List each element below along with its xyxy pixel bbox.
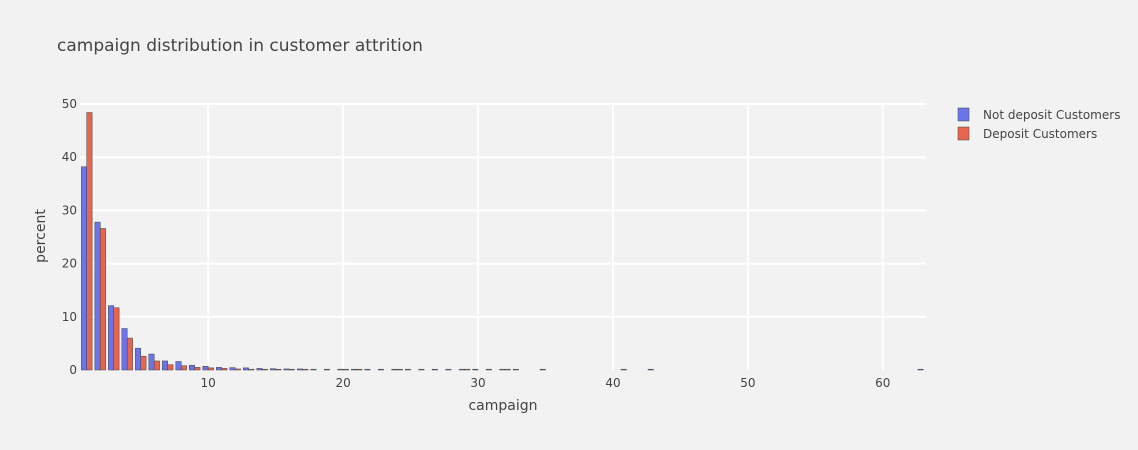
legend[interactable]: Not deposit Customers Deposit Customers [957, 107, 1120, 141]
y-axis-title: percent [33, 209, 49, 263]
bar-not-deposit [296, 368, 303, 371]
bar-not-deposit [121, 328, 128, 371]
x-axis-title: campaign [468, 398, 537, 414]
bar-deposit [180, 365, 187, 371]
bar-not-deposit [539, 368, 546, 371]
bar-deposit [356, 368, 363, 371]
legend-item-not-deposit[interactable]: Not deposit Customers [957, 107, 1120, 122]
bar-deposit [464, 368, 471, 371]
plot-background [80, 104, 926, 370]
bar-deposit [153, 360, 160, 371]
y-tick-label: 30 [62, 203, 77, 217]
bar-not-deposit [256, 368, 263, 371]
bar-deposit [167, 364, 174, 371]
x-tick-label: 40 [605, 376, 620, 390]
bar-deposit [396, 368, 403, 371]
bar-deposit [302, 368, 309, 371]
bar-not-deposit [243, 367, 249, 371]
legend-swatch-deposit [957, 126, 970, 141]
legend-label-not-deposit: Not deposit Customers [983, 108, 1120, 122]
bar-not-deposit [94, 221, 101, 371]
bar-not-deposit [620, 368, 627, 371]
bar-not-deposit [377, 368, 384, 371]
bar-deposit [207, 367, 214, 371]
bar-not-deposit [391, 368, 398, 371]
bar-not-deposit [458, 368, 465, 371]
bar-not-deposit [189, 364, 195, 371]
y-tick-label: 40 [62, 150, 77, 164]
bar-not-deposit [310, 368, 317, 371]
bar-not-deposit [917, 368, 924, 371]
bar-not-deposit [283, 368, 290, 371]
bar-deposit [140, 355, 147, 371]
bar-not-deposit [404, 368, 411, 371]
bars [81, 112, 924, 371]
bar-not-deposit [269, 368, 276, 371]
x-tick-labels: 10 20 30 40 50 60 [201, 376, 891, 390]
bar-deposit [288, 368, 295, 371]
bar-not-deposit [337, 368, 344, 371]
bar-not-deposit [445, 368, 452, 371]
bar-deposit [194, 367, 201, 371]
bar-not-deposit [229, 367, 236, 371]
bar-not-deposit [499, 368, 506, 371]
bar-not-deposit [472, 368, 479, 371]
bar-not-deposit [202, 366, 209, 371]
y-tick-label: 50 [62, 97, 77, 111]
bar-not-deposit [216, 367, 222, 371]
bar-not-deposit [175, 361, 182, 371]
bar-deposit [342, 368, 349, 371]
bar-deposit [113, 307, 120, 371]
bar-not-deposit [647, 368, 654, 371]
bar-not-deposit [485, 368, 492, 371]
x-tick-label: 10 [201, 376, 216, 390]
y-tick-label: 10 [62, 310, 77, 324]
bar-deposit [248, 368, 255, 371]
y-tick-label: 0 [69, 363, 77, 377]
bar-not-deposit [81, 166, 87, 371]
y-tick-label: 20 [62, 257, 77, 271]
x-gridlines [207, 104, 884, 370]
x-tick-label: 50 [740, 376, 755, 390]
legend-item-deposit[interactable]: Deposit Customers [957, 126, 1097, 141]
bar-deposit [234, 368, 241, 371]
bar-deposit [99, 228, 106, 371]
legend-label-deposit: Deposit Customers [983, 127, 1097, 141]
bar-deposit [275, 368, 282, 371]
bar-not-deposit [162, 360, 168, 371]
bar-not-deposit [418, 368, 425, 371]
bar-not-deposit [364, 368, 371, 371]
bar-deposit [504, 368, 511, 371]
y-tick-labels: 0 10 20 30 40 50 [62, 97, 77, 377]
bar-not-deposit [108, 305, 114, 371]
y-gridlines [80, 103, 926, 318]
bar-not-deposit [431, 368, 438, 371]
legend-swatch-not-deposit [957, 107, 970, 122]
bar-deposit [86, 112, 93, 371]
x-tick-label: 60 [875, 376, 890, 390]
plot-area: 0 10 20 30 40 50 10 20 30 40 50 60 [62, 97, 926, 390]
x-tick-label: 20 [335, 376, 350, 390]
bar-deposit [126, 337, 133, 371]
x-tick-label: 30 [470, 376, 485, 390]
bar-not-deposit [323, 368, 330, 371]
bar-deposit [221, 368, 228, 371]
bar-not-deposit [512, 368, 519, 371]
bar-not-deposit [135, 347, 141, 371]
bar-deposit [261, 368, 268, 371]
chart-title: campaign distribution in customer attrit… [57, 36, 423, 56]
bar-not-deposit [148, 353, 155, 371]
bar-not-deposit [350, 368, 357, 371]
